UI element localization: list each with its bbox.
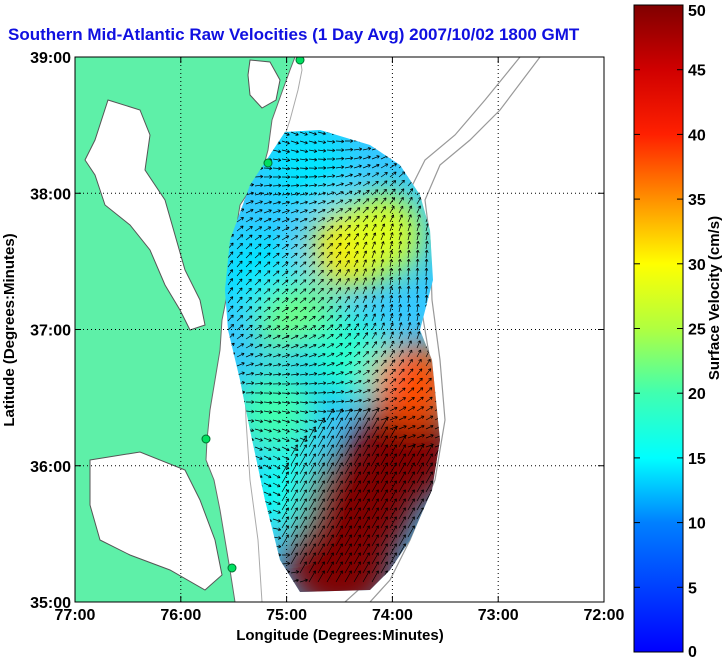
velocity-region xyxy=(236,371,317,452)
colorbar-tick-label: 50 xyxy=(688,3,706,20)
colorbar-axis: 0 5 10 15 20 25 30 35 40 45 50 xyxy=(634,3,706,659)
x-tick-label: 74:00 xyxy=(372,607,413,624)
chesapeake-bay xyxy=(84,99,206,331)
colorbar-tick-label: 15 xyxy=(688,451,706,468)
grid-lines xyxy=(75,57,604,602)
station-marker xyxy=(201,434,211,444)
colorbar-label: Surface Velocity (cm/s) xyxy=(706,216,723,380)
x-tick-label: 72:00 xyxy=(584,607,625,624)
y-tick-label: 35:00 xyxy=(30,595,71,612)
delaware-bay xyxy=(247,59,281,109)
colorbar-tick-label: 30 xyxy=(688,257,706,274)
x-tick-label: 77:00 xyxy=(55,607,96,624)
velocity-region xyxy=(347,397,440,508)
colorbar xyxy=(633,4,684,653)
chart-title: Southern Mid-Atlantic Raw Velocities (1 … xyxy=(8,25,580,44)
colorbar-tick-label: 5 xyxy=(688,580,697,597)
station-marker xyxy=(227,563,237,573)
y-tick-label: 36:00 xyxy=(30,459,71,476)
pamlico-sound xyxy=(89,451,223,591)
colorbar-tick-label: 45 xyxy=(688,63,706,80)
colorbar-tick-label: 0 xyxy=(688,644,697,659)
y-axis-label: Latitude (Degrees:Minutes) xyxy=(1,233,18,426)
colorbar-tick-label: 10 xyxy=(688,516,706,533)
x-axis: 77:00 76:00 75:00 74:00 73:00 72:00 xyxy=(55,57,625,624)
y-tick-label: 39:00 xyxy=(30,50,71,67)
colorbar-tick-label: 25 xyxy=(688,322,706,339)
station-marker xyxy=(295,57,305,65)
colorbar-tick-label: 20 xyxy=(688,386,706,403)
y-tick-label: 37:00 xyxy=(30,323,71,340)
colorbar-tick-label: 35 xyxy=(688,192,706,209)
station-marker xyxy=(263,158,273,168)
x-tick-label: 75:00 xyxy=(266,607,307,624)
colorbar-tick-label: 40 xyxy=(688,127,706,144)
y-axis: 39:00 38:00 37:00 36:00 35:00 xyxy=(30,50,604,612)
y-tick-label: 38:00 xyxy=(30,186,71,203)
velocity-region xyxy=(284,506,395,592)
velocity-field xyxy=(225,130,440,592)
x-tick-label: 76:00 xyxy=(160,607,201,624)
x-axis-label: Longitude (Degrees:Minutes) xyxy=(236,627,444,644)
x-tick-label: 73:00 xyxy=(478,607,519,624)
